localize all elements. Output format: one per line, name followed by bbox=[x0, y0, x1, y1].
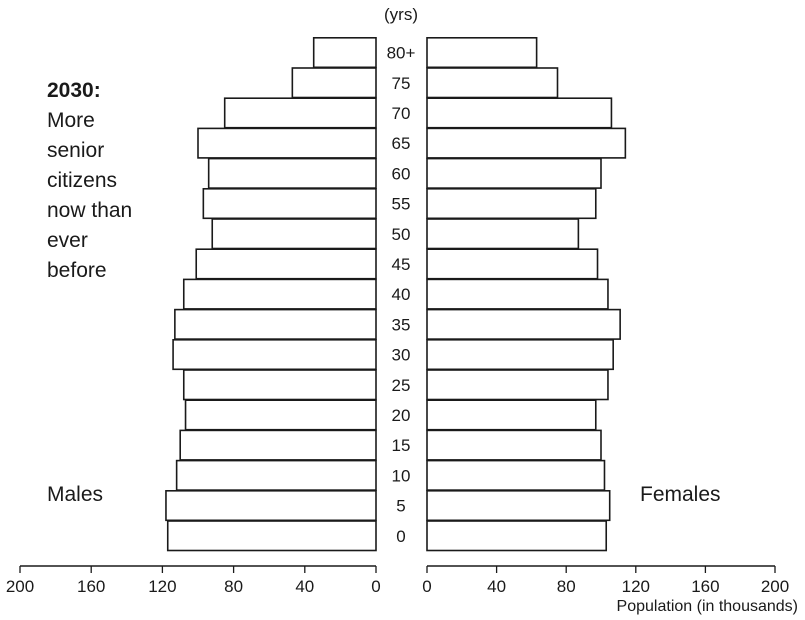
female-bars-group bbox=[426, 36, 627, 552]
female-bar bbox=[426, 36, 538, 69]
annotation-line: citizens bbox=[47, 169, 118, 192]
x-tick-label: 200 bbox=[761, 577, 789, 596]
annotation-line: More bbox=[47, 109, 95, 132]
age-group-label: 45 bbox=[392, 255, 411, 274]
female-bar bbox=[426, 278, 609, 310]
male-bar bbox=[312, 36, 377, 69]
male-bar bbox=[182, 278, 377, 310]
x-tick-label: 80 bbox=[224, 577, 243, 596]
female-bar bbox=[426, 218, 580, 250]
female-bar bbox=[426, 429, 602, 461]
annotation-line: senior bbox=[47, 139, 105, 162]
female-bar bbox=[426, 338, 614, 371]
female-bar bbox=[426, 459, 606, 491]
x-tick-label: 80 bbox=[557, 577, 576, 596]
x-tick-label: 160 bbox=[77, 577, 105, 596]
male-bar bbox=[172, 338, 377, 371]
female-bar bbox=[426, 127, 627, 159]
male-bar bbox=[184, 399, 377, 431]
female-bar bbox=[426, 67, 559, 99]
age-group-label: 10 bbox=[392, 466, 411, 485]
x-tick-label: 40 bbox=[487, 577, 506, 596]
age-group-label: 75 bbox=[392, 74, 411, 93]
x-tick-label: 40 bbox=[295, 577, 314, 596]
age-group-label: 15 bbox=[392, 436, 411, 455]
male-bar bbox=[223, 97, 377, 129]
male-bar bbox=[165, 489, 377, 522]
male-bar bbox=[207, 157, 377, 189]
age-group-label: 30 bbox=[392, 346, 411, 365]
female-bar bbox=[426, 97, 613, 129]
age-labels-group: 0 5 10 15 20 25 30 35 40 45 50 55 60 65 70 75 80+ bbox=[387, 44, 416, 546]
age-group-label: 50 bbox=[392, 225, 411, 244]
age-unit-label: (yrs) bbox=[384, 5, 418, 24]
female-bar bbox=[426, 520, 608, 552]
age-group-label: 55 bbox=[392, 195, 411, 214]
female-bar bbox=[426, 399, 597, 431]
annotation-line: ever bbox=[47, 229, 88, 252]
x-tick-label: 0 bbox=[422, 577, 431, 596]
age-group-label: 25 bbox=[392, 376, 411, 395]
age-group-label: 0 bbox=[396, 527, 405, 546]
age-group-label: 65 bbox=[392, 134, 411, 153]
male-bar bbox=[179, 429, 377, 461]
female-bar bbox=[426, 248, 599, 280]
female-bar bbox=[426, 489, 611, 522]
females-label: Females bbox=[640, 483, 721, 506]
male-bar bbox=[197, 127, 377, 159]
male-bars-group bbox=[165, 36, 377, 552]
male-bar bbox=[174, 308, 377, 340]
female-bar bbox=[426, 369, 609, 401]
x-tick-label: 200 bbox=[6, 577, 34, 596]
male-bar bbox=[202, 188, 377, 220]
age-group-label: 70 bbox=[392, 104, 411, 123]
male-bar bbox=[166, 520, 377, 552]
male-bar bbox=[211, 218, 377, 250]
age-group-label: 5 bbox=[396, 497, 405, 516]
female-bar bbox=[426, 308, 621, 340]
age-group-label: 60 bbox=[392, 164, 411, 183]
x-axes-group: 200 160 120 80 40 0 0 40 80 120 160 200 bbox=[6, 565, 789, 596]
x-tick-label: 120 bbox=[148, 577, 176, 596]
male-bar bbox=[182, 369, 377, 401]
female-bar bbox=[426, 188, 597, 220]
x-axis-label: Population (in thousands) bbox=[617, 598, 798, 615]
age-group-label: 40 bbox=[392, 285, 411, 304]
x-tick-label: 160 bbox=[691, 577, 719, 596]
x-tick-label: 120 bbox=[622, 577, 650, 596]
female-bar bbox=[426, 157, 602, 189]
age-group-label: 35 bbox=[392, 315, 411, 334]
age-group-label: 20 bbox=[392, 406, 411, 425]
male-bar bbox=[291, 67, 377, 99]
annotation-block: 2030: More senior citizens now than ever… bbox=[47, 76, 132, 286]
male-bar bbox=[195, 248, 377, 280]
x-tick-label: 0 bbox=[371, 577, 380, 596]
annotation-year: 2030: bbox=[47, 79, 101, 102]
annotation-line: before bbox=[47, 259, 107, 282]
males-label: Males bbox=[47, 483, 104, 506]
male-bar bbox=[175, 459, 377, 491]
annotation-line: now than bbox=[47, 199, 133, 222]
age-group-label: 80+ bbox=[387, 44, 416, 63]
